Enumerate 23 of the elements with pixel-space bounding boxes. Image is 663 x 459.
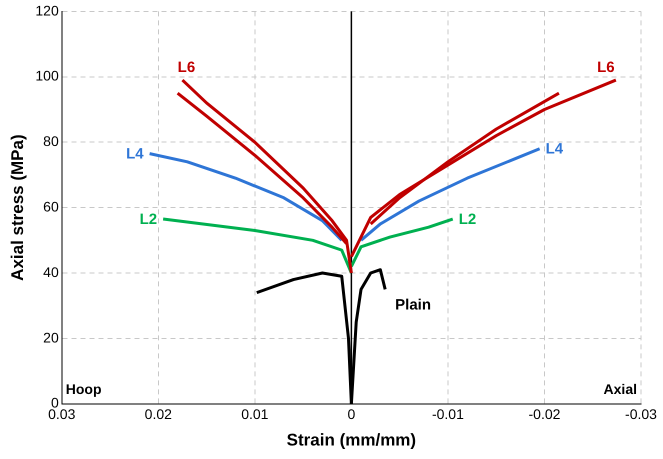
x-tick-label: 0 [347, 406, 356, 422]
x-tick-label: -0.02 [528, 406, 561, 422]
y-tick-label: 60 [43, 198, 59, 214]
series-label: L2 [140, 211, 158, 228]
x-tick-label: 0.02 [144, 406, 172, 422]
series-label: L4 [126, 146, 144, 163]
y-tick-label: 80 [43, 133, 59, 150]
x-tick-label: 0.01 [241, 406, 269, 422]
x-tick-label: -0.01 [432, 406, 464, 422]
series-label: L2 [458, 211, 476, 228]
y-axis-title: Axial stress (MPa) [8, 134, 27, 281]
y-tick-label: 120 [35, 2, 59, 18]
y-tick-label: 20 [43, 329, 59, 346]
y-tick-label: 40 [43, 264, 59, 280]
series-label: L6 [597, 59, 615, 76]
y-tick-label: 100 [35, 68, 59, 84]
annotation: Hoop [66, 380, 102, 397]
annotation: Axial [604, 380, 638, 397]
series-label: Plain [395, 296, 432, 314]
x-tick-label: -0.03 [625, 406, 658, 422]
series-label: L6 [178, 59, 196, 76]
x-axis-title: Strain (mm/mm) [286, 430, 416, 450]
series-label: L4 [546, 140, 564, 158]
